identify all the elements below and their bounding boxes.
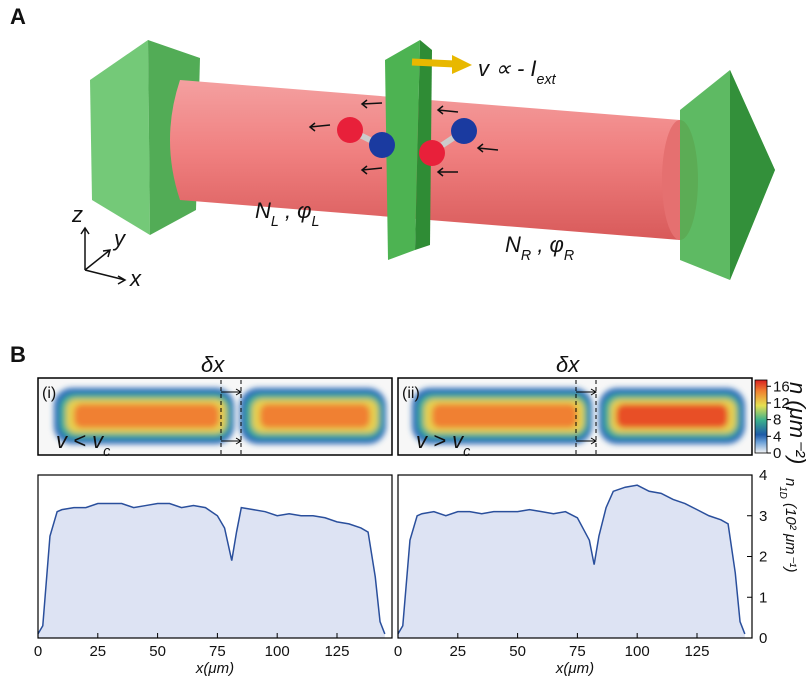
diagram bbox=[81, 40, 775, 284]
text-part: c bbox=[103, 444, 110, 460]
text-part: 1D bbox=[778, 486, 789, 498]
x-axis-label: x(μm) bbox=[195, 660, 234, 677]
region-label: NR , φR bbox=[505, 232, 574, 264]
figure: A B v ∝ - IextNL , φLNR , φRzyx(i)δxv < … bbox=[0, 0, 807, 683]
text-part: c bbox=[463, 444, 470, 460]
y-tick-label: 3 bbox=[759, 508, 767, 525]
colorbar-label: n (μm⁻²) bbox=[785, 382, 807, 464]
text-part: R bbox=[564, 248, 574, 264]
y-tick-label: 1 bbox=[759, 589, 767, 606]
text-part: v < v bbox=[56, 428, 105, 453]
x-tick-label: 100 bbox=[625, 643, 650, 660]
velocity-label: v ∝ - Iext bbox=[478, 56, 557, 88]
text-part: R bbox=[521, 248, 531, 264]
axis-label: x bbox=[129, 266, 142, 291]
x-tick-label: 0 bbox=[34, 643, 42, 660]
text-part: L bbox=[312, 214, 320, 230]
x-tick-label: 0 bbox=[394, 643, 402, 660]
text-part: n bbox=[782, 478, 799, 486]
shift-label: δx bbox=[556, 352, 580, 377]
x-tick-label: 125 bbox=[324, 643, 349, 660]
text-part: (10² μm⁻¹) bbox=[782, 499, 799, 573]
y-tick-label: 4 bbox=[759, 467, 767, 484]
text-part: , φ bbox=[279, 198, 312, 223]
axis-label: y bbox=[112, 226, 127, 251]
x-tick-label: 125 bbox=[684, 643, 709, 660]
text-part: N bbox=[505, 232, 521, 257]
colorbar-tick-label: 8 bbox=[773, 412, 781, 429]
text-part: L bbox=[271, 214, 279, 230]
y-tick-label: 2 bbox=[759, 549, 767, 566]
text-part: N bbox=[255, 198, 271, 223]
x-axis-label: x(μm) bbox=[555, 660, 594, 677]
image-tag: (i) bbox=[42, 385, 56, 402]
x-tick-label: 25 bbox=[449, 643, 466, 660]
axis-label: z bbox=[71, 202, 83, 227]
text-part: v ∝ - I bbox=[478, 56, 537, 81]
y-axis-label: n1D (10² μm⁻¹) bbox=[778, 478, 800, 572]
x-tick-label: 25 bbox=[89, 643, 106, 660]
colorbar-tick-label: 4 bbox=[773, 428, 781, 445]
colorbar-tick-label: 0 bbox=[773, 445, 781, 462]
panel-label: B bbox=[10, 342, 26, 367]
region-label: NL , φL bbox=[255, 198, 320, 230]
x-tick-label: 50 bbox=[149, 643, 166, 660]
text-part: ext bbox=[537, 72, 557, 88]
x-tick-label: 100 bbox=[265, 643, 290, 660]
shift-label: δx bbox=[201, 352, 225, 377]
y-tick-label: 0 bbox=[759, 630, 767, 647]
text-part: v > v bbox=[416, 428, 465, 453]
text-part: , φ bbox=[531, 232, 564, 257]
area bbox=[38, 504, 385, 638]
panel-label: A bbox=[10, 4, 26, 29]
image-tag: (ii) bbox=[402, 385, 420, 402]
x-tick-label: 75 bbox=[209, 643, 226, 660]
x-tick-label: 50 bbox=[509, 643, 526, 660]
x-tick-label: 75 bbox=[569, 643, 586, 660]
